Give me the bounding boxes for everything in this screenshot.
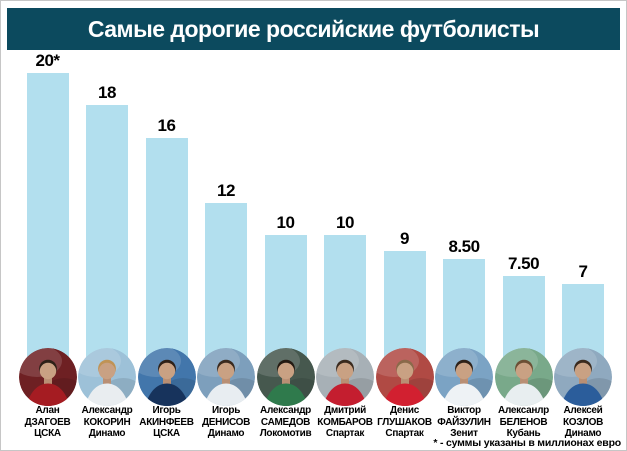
player-first-name: Алексанлр [498,405,549,416]
bar-value-label: 10 [276,213,295,232]
player-column: 16 Игорь АКИНФЕЕВ ЦСКА [137,1,197,450]
player-last-name: САМЕДОВ [260,416,311,428]
player-club: Динамо [564,428,602,439]
player-last-name: ГЛУШАКОВ [377,416,432,428]
player-last-name: КОЗЛОВ [562,416,604,428]
player-name: Игорь АКИНФЕЕВ ЦСКА [129,405,205,440]
bar-value-label: 7.50 [507,253,540,273]
player-name: Алан ДЗАГОЕВ ЦСКА [10,405,86,440]
bar [26,73,69,379]
player-first-name: Денис [389,405,420,416]
player-first-name: Алан [35,405,60,416]
player-photo [375,348,434,406]
player-last-name: АКИНФЕЕВ [139,416,194,428]
player-column: 20* Алан ДЗАГОЕВ ЦСКА [18,1,78,450]
player-column: 9 Денис ГЛУШАКОВ Спартак [375,1,435,450]
player-last-name: КОМБАРОВ [317,416,373,428]
player-club: ЦСКА [153,428,180,439]
player-photo [137,348,196,406]
player-name: Александр САМЕДОВ Локомотив [248,405,324,440]
player-name: Игорь ДЕНИСОВ Динамо [188,405,264,440]
player-club: Спартак [385,428,424,439]
player-photo [554,348,612,406]
player-first-name: Александр [81,405,133,416]
player-club: Локомотив [259,428,312,439]
player-photo [18,348,77,406]
player-first-name: Александр [260,405,311,416]
player-column: 7 Алексей КОЗЛОВ Динамо [553,1,613,450]
chart-footnote: * - суммы указаны в миллионах евро [433,437,621,449]
player-club: Динамо [207,428,245,439]
player-column: 8.50 Виктор ФАЙЗУЛИН Зенит [434,1,494,450]
bar [145,137,188,379]
bar-value-label: 7 [578,261,588,281]
player-first-name: Алексей [563,405,603,416]
player-photo [494,348,553,406]
player-first-name: Дмитрий [324,405,366,416]
player-club: Динамо [88,428,126,439]
bar-value-label: 20* [35,51,60,70]
player-photo [435,348,493,406]
page-title: Самые дорогие российские футболисты [87,15,540,42]
player-column: 12 Игорь ДЕНИСОВ Динамо [196,1,256,450]
player-photo [197,348,255,406]
player-photo [316,348,374,406]
player-photo [78,348,136,406]
chart-title-bar: Самые дорогие российские футболисты [7,8,620,50]
player-last-name: КОКОРИН [83,416,131,428]
player-column: 10 Дмитрий КОМБАРОВ Спартак [315,1,375,450]
player-club: Кубань [506,428,541,439]
player-column: 7.50 Алексанлр БЕЛЕНОВ Кубань [494,1,554,450]
bar-value-label: 16 [157,115,176,135]
player-last-name: БЕЛЕНОВ [499,416,548,428]
player-photo [256,348,315,406]
player-name: Денис ГЛУШАКОВ Спартак [367,405,443,440]
bar-value-label: 12 [217,180,235,200]
player-last-name: ФАЙЗУЛИН [437,416,491,428]
player-last-name: ДЕНИСОВ [201,416,251,428]
player-name: Виктор ФАЙЗУЛИН Зенит [426,405,502,440]
player-first-name: Виктор [447,405,481,416]
bar-value-label: 18 [98,83,116,103]
player-first-name: Игорь [211,405,241,416]
player-last-name: ДЗАГОЕВ [24,416,71,428]
player-column: 10 Александр САМЕДОВ Локомотив [256,1,316,450]
bar-value-label: 8.50 [448,237,480,257]
player-column: 18 Александр КОКОРИН Динамо [77,1,137,450]
player-name: Алексей КОЗЛОВ Динамо [545,405,621,440]
player-first-name: Игорь [152,405,181,416]
player-name: Александр КОКОРИН Динамо [69,405,145,440]
bar-value-label: 10 [336,213,354,232]
bar-value-label: 9 [400,229,409,249]
player-name: Алексанлр БЕЛЕНОВ Кубань [486,405,562,440]
player-club: Зенит [450,428,478,439]
bar [86,105,128,379]
player-club: Спартак [325,428,365,439]
player-name: Дмитрий КОМБАРОВ Спартак [307,405,383,440]
player-club: ЦСКА [34,428,61,439]
